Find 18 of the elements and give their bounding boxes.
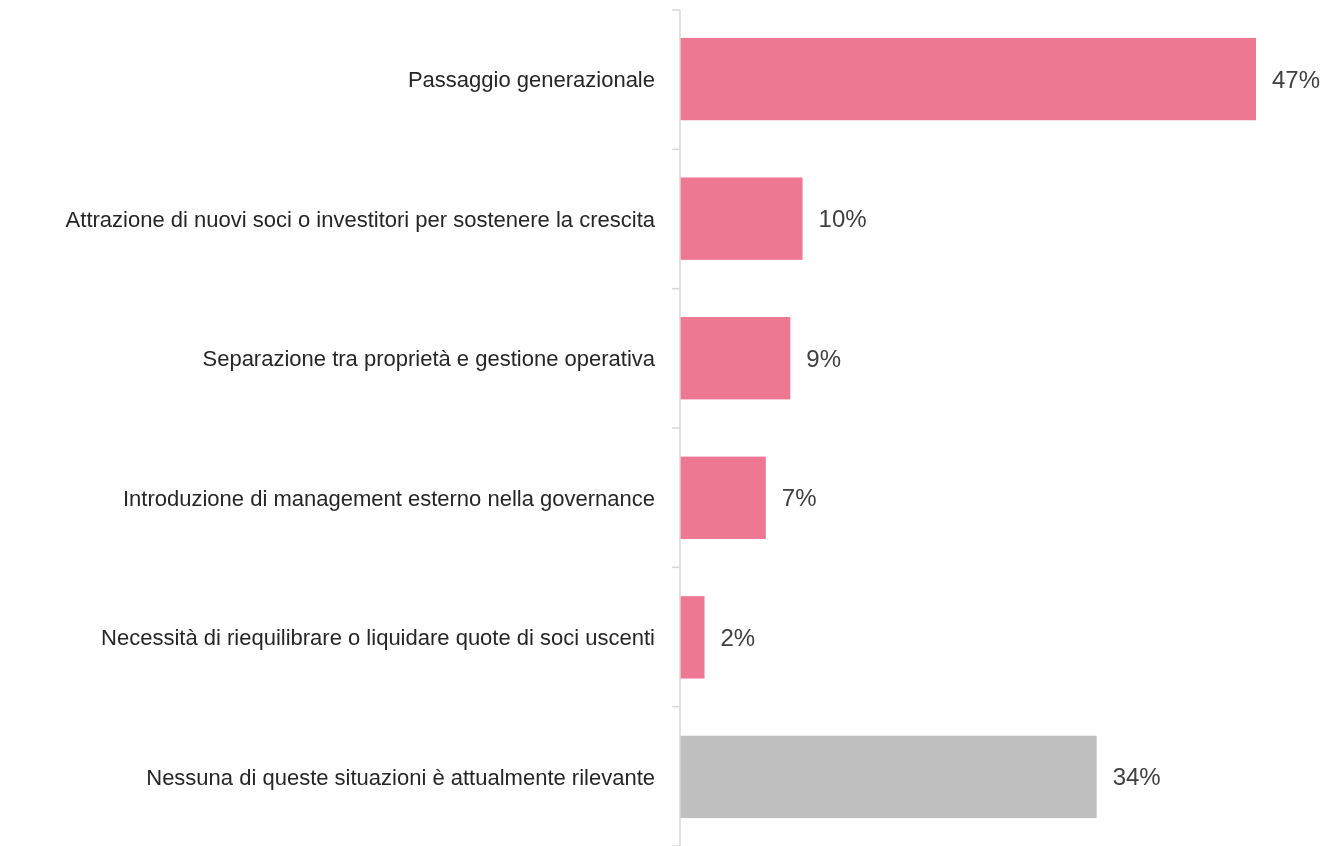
bar xyxy=(680,317,791,400)
bar xyxy=(680,37,1256,121)
data-label: 47% xyxy=(1272,65,1321,93)
y-tick-label: Separazione tra proprietà e gestione operativa xyxy=(202,345,656,371)
data-label: 9% xyxy=(806,344,841,372)
y-tick-label: Passaggio generazionale xyxy=(407,66,655,92)
data-label: 10% xyxy=(818,205,867,233)
data-label: 7% xyxy=(781,484,817,512)
bar xyxy=(680,735,1097,819)
y-tick-label: Necessità di riequilibrare o liquidare quote di soci uscenti xyxy=(101,624,655,650)
data-label: 34% xyxy=(1112,763,1161,791)
y-tick-label: Introduzione di management esterno nella governance xyxy=(122,485,655,511)
bar xyxy=(680,177,803,260)
bar xyxy=(680,596,705,679)
y-tick-label: Attrazione di nuovi soci o investitori per sostenere la crescita xyxy=(65,206,656,232)
data-label: 2% xyxy=(720,623,756,651)
bar xyxy=(680,456,766,539)
y-tick-label: Nessuna di queste situazioni è attualmente rilevante xyxy=(146,764,655,790)
